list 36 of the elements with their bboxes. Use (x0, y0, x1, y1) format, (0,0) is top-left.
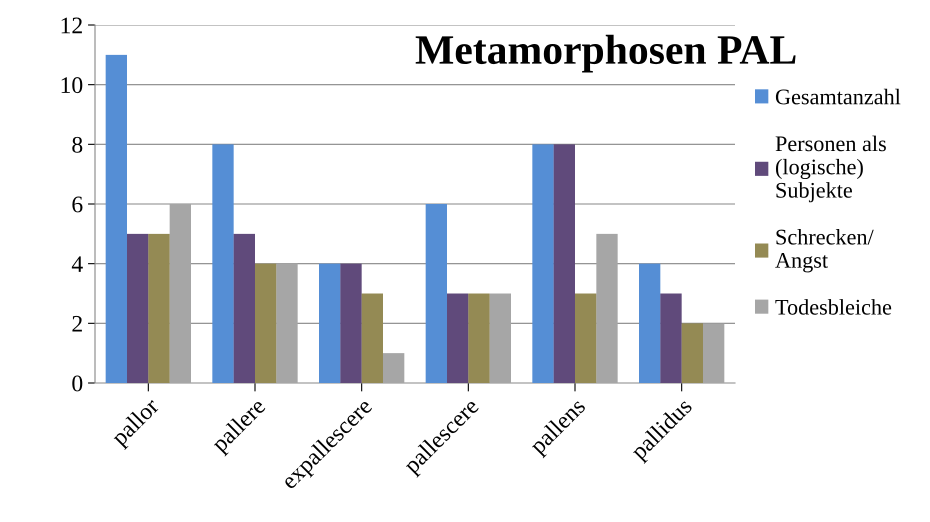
y-tick-label: 12 (62, 18, 82, 34)
bar (703, 323, 724, 383)
bar (234, 234, 255, 383)
bar (447, 294, 468, 383)
bar (660, 294, 682, 383)
y-tick-label: 6 (72, 196, 82, 212)
bar (490, 294, 511, 383)
y-tick-label: 8 (72, 136, 82, 153)
bar (127, 234, 148, 383)
bar (319, 264, 340, 383)
bar (426, 204, 447, 383)
bar (212, 144, 234, 383)
bar (340, 264, 362, 383)
y-tick-label: 0 (72, 375, 82, 392)
y-tick-label: 2 (72, 316, 82, 332)
bar (575, 294, 596, 383)
legend-label: Schrecken/ Angst (775, 228, 874, 272)
legend-label: Personen als (logische) Subjekte (776, 136, 886, 202)
legend-label: Gesamtanzahl (776, 88, 900, 104)
bar (148, 234, 170, 383)
bar (639, 264, 660, 383)
bar (276, 264, 298, 383)
bar (682, 323, 703, 383)
bar (362, 294, 383, 383)
bar (170, 204, 191, 383)
legend-label: Todesbleiche (775, 299, 892, 315)
bar (468, 294, 490, 383)
bar (596, 234, 618, 383)
chart-title: Metamorphosen PAL (416, 34, 796, 73)
y-tick-label: 4 (72, 256, 83, 272)
y-tick-label: 10 (62, 77, 82, 94)
bar (532, 144, 554, 383)
bar (554, 144, 575, 383)
bar (383, 353, 404, 383)
bar (106, 54, 127, 383)
bar (255, 264, 276, 383)
